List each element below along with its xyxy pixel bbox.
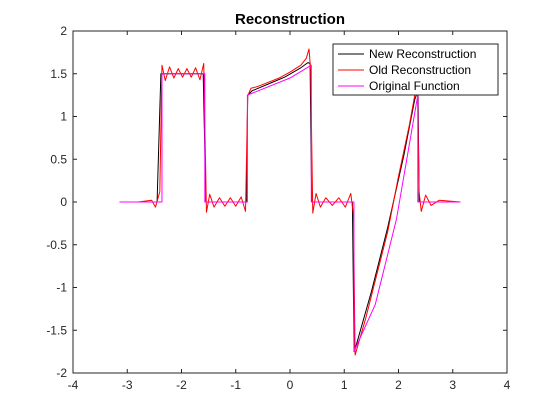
legend-label: New Reconstruction: [369, 47, 476, 61]
x-tick-label: -2: [176, 378, 187, 392]
y-tick-label: -2: [56, 366, 67, 380]
x-tick-label: 4: [504, 378, 511, 392]
chart-title: Reconstruction: [235, 11, 345, 28]
y-tick-label: 2: [60, 24, 67, 38]
series-line-original-function: [119, 64, 461, 353]
x-tick-label: -4: [68, 378, 79, 392]
x-tick-label: 1: [341, 378, 348, 392]
y-tick-label: 0: [60, 195, 67, 209]
legend-label: Original Function: [369, 79, 460, 93]
legend-label: Old Reconstruction: [369, 63, 471, 77]
series-layer: [119, 48, 461, 356]
y-tick-label: 0.5: [50, 152, 67, 166]
x-tick-label: 3: [449, 378, 456, 392]
x-tick-label: 0: [287, 378, 294, 392]
legend: New Reconstruction Old Reconstruction Orig…: [332, 43, 499, 96]
y-tick-label: 1.5: [50, 67, 67, 81]
y-tick-label: 1: [60, 110, 67, 124]
axes-layer: -4 -3 -2 -1 0 1 2 3 4 -2 -1.5 -1 -0.5 0 0.5 1 1.5 2: [46, 24, 510, 392]
y-tick-label: -1: [56, 281, 67, 295]
y-tick-label: -0.5: [46, 238, 67, 252]
series-line-old-reconstruction: [119, 48, 461, 356]
y-tick-label: -1.5: [46, 323, 67, 337]
x-tick-label: -1: [230, 378, 241, 392]
x-tick-label: 2: [395, 378, 402, 392]
x-tick-label: -3: [122, 378, 133, 392]
